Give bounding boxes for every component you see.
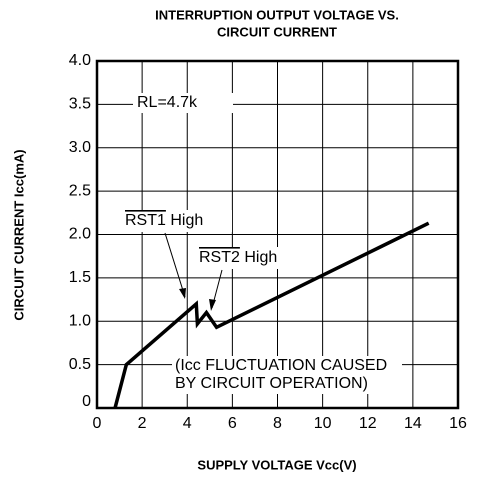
y-tick-label: 2.0	[69, 226, 91, 243]
annotation-part: RST2	[199, 249, 240, 266]
label-bg	[122, 210, 232, 232]
annotation-part: RST1	[125, 212, 166, 229]
annotation: RST2 High	[199, 249, 277, 266]
x-tick-label: 8	[273, 415, 282, 432]
annotation: BY CIRCUIT OPERATION)	[175, 375, 368, 392]
plot-frame	[95, 59, 460, 410]
y-tick-label: 0.5	[69, 356, 91, 373]
arrowhead	[179, 288, 186, 299]
chart-title: INTERRUPTION OUTPUT VOLTAGE VS.	[155, 7, 399, 22]
y-tick-label: 3.0	[69, 139, 91, 156]
annotation: RST1 High	[125, 212, 203, 229]
label-bg	[196, 247, 304, 269]
label-bg	[133, 93, 233, 113]
arrow	[164, 232, 186, 298]
x-tick-label: 4	[183, 415, 192, 432]
x-tick-label: 6	[228, 415, 237, 432]
annotation-part: High	[166, 212, 203, 229]
annotation-part: High	[240, 249, 277, 266]
x-tick-label: 16	[449, 415, 467, 432]
y-tick-label: 3.5	[69, 96, 91, 113]
y-tick-label: 1.0	[69, 312, 91, 329]
arrowhead	[209, 299, 216, 311]
x-tick-label: 2	[138, 415, 147, 432]
x-tick-label: 0	[93, 415, 102, 432]
line	[113, 221, 430, 409]
label-bg	[172, 356, 402, 394]
x-axis-label: SUPPLY VOLTAGE Vcc(V)	[197, 457, 356, 472]
annotation: RL=4.7k	[137, 94, 198, 111]
x-tick-label: 10	[314, 415, 332, 432]
y-tick-label: 0	[82, 393, 91, 410]
y-axis-label: CIRCUIT CURRENT Icc(mA)	[11, 149, 26, 320]
y-tick-label: 4.0	[69, 52, 91, 69]
chart-title: CIRCUIT CURRENT	[217, 24, 337, 39]
y-tick-label: 1.5	[69, 269, 91, 286]
x-tick-label: 12	[359, 415, 377, 432]
x-tick-label: 14	[404, 415, 422, 432]
y-tick-label: 2.5	[69, 182, 91, 199]
annotation: (Icc FLUCTUATION CAUSED	[175, 357, 387, 374]
